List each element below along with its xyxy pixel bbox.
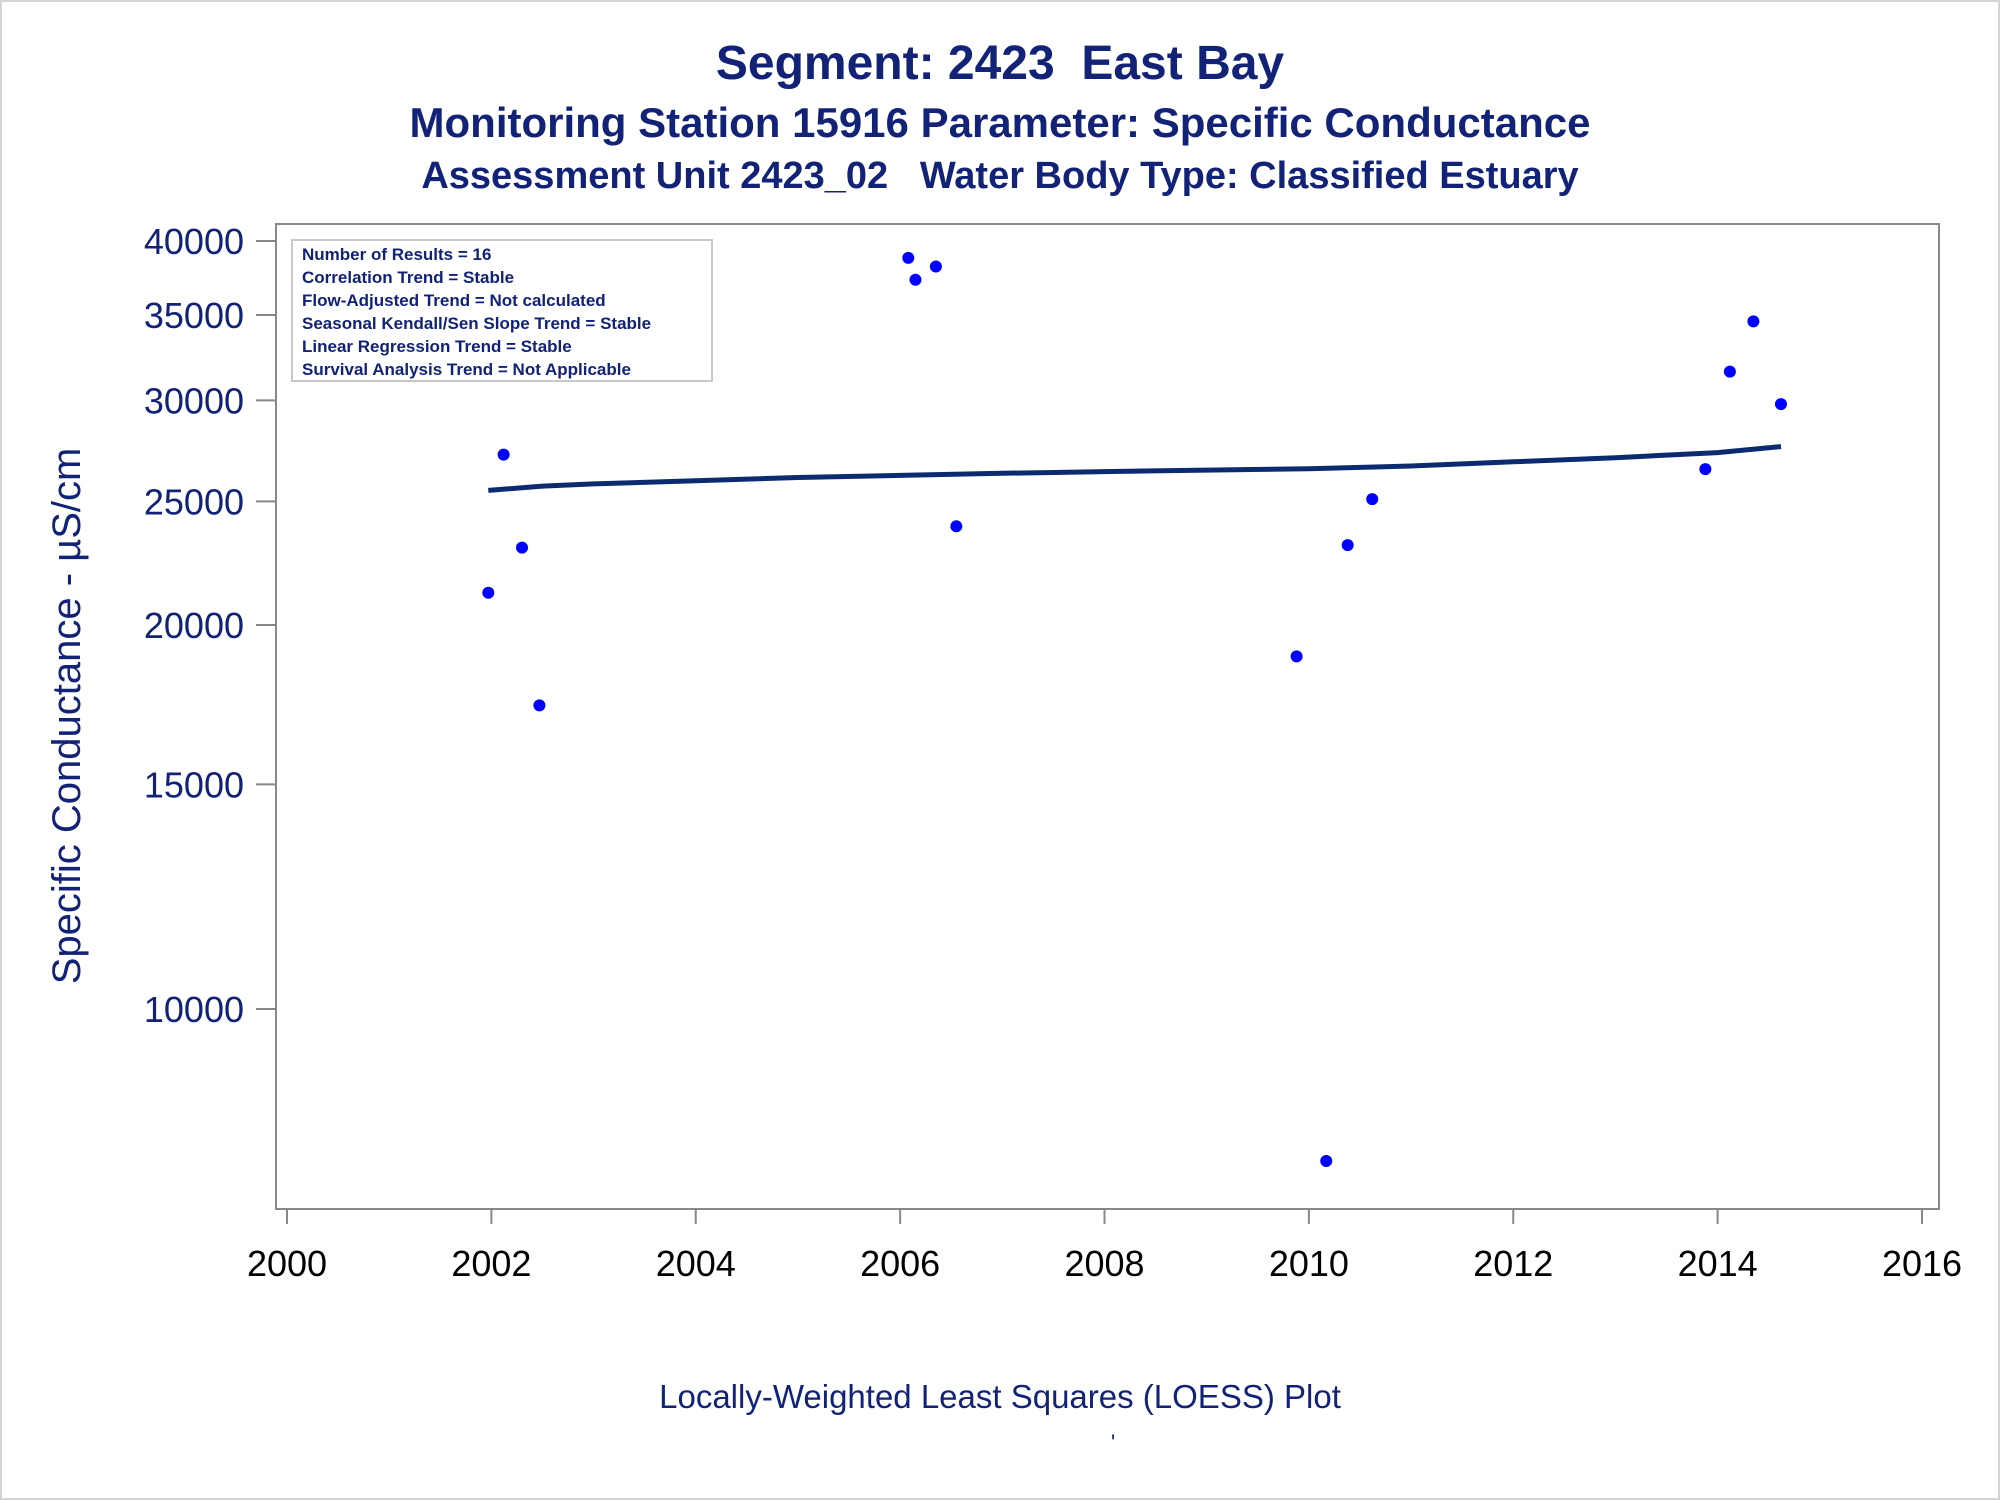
footnote-mark: ' [1111, 1430, 1116, 1455]
stats-line: Survival Analysis Trend = Not Applicable [302, 360, 631, 379]
data-point [950, 520, 963, 533]
data-point [1699, 463, 1712, 476]
loess-trend-line [488, 444, 1782, 493]
data-point [902, 251, 915, 264]
stats-box-border [291, 239, 713, 382]
stats-line: Linear Regression Trend = Stable [302, 337, 572, 356]
x-tick-label: 2002 [451, 1243, 531, 1284]
data-point [1290, 650, 1303, 663]
x-tick-label: 2016 [1882, 1243, 1962, 1284]
data-point [1341, 539, 1354, 552]
stats-line: Flow-Adjusted Trend = Not calculated [302, 291, 606, 310]
y-axis-label: Specific Conductance - µS/cm [45, 448, 89, 985]
data-point [533, 699, 546, 712]
y-tick-label: 40000 [144, 221, 244, 262]
data-point [1366, 493, 1379, 506]
y-tick-label: 20000 [144, 605, 244, 646]
data-point [1774, 398, 1787, 411]
y-tick-label: 25000 [144, 481, 244, 522]
stats-box: Number of Results = 16 Correlation Trend … [291, 239, 713, 382]
data-point [1723, 365, 1736, 378]
chart-subtitle-assessment: Assessment Unit 2423_02 Water Body Type:… [421, 155, 1579, 197]
x-tick-label: 2006 [860, 1243, 940, 1284]
data-point [482, 586, 495, 599]
data-points [482, 251, 1787, 1168]
stats-line: Seasonal Kendall/Sen Slope Trend = Stabl… [302, 314, 651, 333]
plot-area [275, 223, 1940, 1210]
y-tick-label: 30000 [144, 380, 244, 421]
x-tick-label: 2014 [1678, 1243, 1758, 1284]
data-point [497, 448, 510, 461]
data-point [1747, 315, 1760, 328]
data-point [929, 260, 942, 273]
data-point [516, 541, 529, 554]
data-point [1320, 1155, 1333, 1168]
stats-line: Number of Results = 16 [302, 245, 491, 264]
x-tick-label: 2000 [247, 1243, 327, 1284]
x-tick-label: 2012 [1473, 1243, 1553, 1284]
y-tick-label: 10000 [144, 989, 244, 1030]
x-axis: 2000 2002 2004 2006 2008 2010 2012 2014 2016 [247, 1209, 1962, 1284]
data-point [909, 273, 922, 286]
stats-line: Correlation Trend = Stable [302, 268, 514, 287]
y-tick-label: 15000 [144, 764, 244, 805]
y-axis: 10000 15000 20000 25000 30000 35000 40000 [144, 221, 276, 1030]
chart-title: Segment: 2423 East Bay [715, 37, 1285, 90]
y-tick-label: 35000 [144, 295, 244, 336]
x-tick-label: 2010 [1269, 1243, 1349, 1284]
x-tick-label: 2008 [1064, 1243, 1144, 1284]
chart-subtitle-station: Monitoring Station 15916 Parameter: Spec… [409, 99, 1591, 146]
x-tick-label: 2004 [656, 1243, 736, 1284]
footnote: Locally-Weighted Least Squares (LOESS) P… [659, 1378, 1341, 1415]
